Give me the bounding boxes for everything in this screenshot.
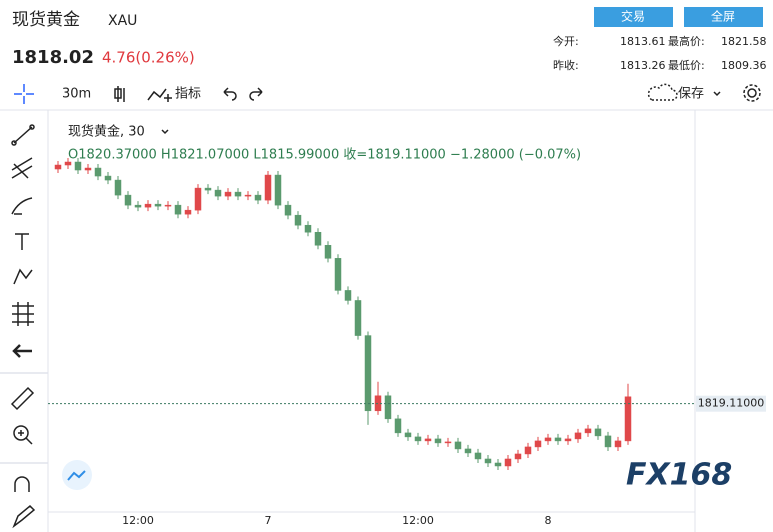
candle-body: [264, 174, 272, 201]
candle-body: [504, 458, 512, 467]
title: 现货黄金: [12, 10, 80, 30]
candle-body: [454, 441, 462, 450]
interval[interactable]: 30m: [62, 87, 91, 102]
x-tick-label: 12:00: [402, 514, 434, 527]
x-tick-label: 12:00: [122, 514, 154, 527]
candle-body: [594, 428, 602, 437]
watermark: FX168: [626, 458, 732, 493]
candle-body: [494, 462, 502, 467]
candle-body: [624, 396, 632, 442]
candle-body: [474, 452, 482, 460]
save-menu[interactable]: [713, 91, 721, 97]
candle-body: [614, 440, 622, 448]
fullscreen-button[interactable]: [684, 7, 763, 27]
candle-body: [284, 204, 292, 216]
candle-body: [564, 438, 572, 442]
candle-body: [554, 437, 562, 442]
candle-type[interactable]: [114, 86, 125, 102]
x-tick-label: 8: [545, 514, 552, 527]
stat-label: 最高价:: [668, 34, 705, 48]
candle-body: [144, 203, 152, 208]
candle-body: [224, 191, 232, 197]
x-tick-label: 7: [265, 514, 272, 527]
undo[interactable]: [223, 87, 237, 101]
indicators[interactable]: 指标: [175, 87, 201, 102]
candle-body: [114, 179, 122, 196]
candle-body: [364, 335, 372, 412]
candle-body: [484, 458, 492, 464]
trade-button-label[interactable]: 交易: [621, 9, 645, 24]
stat-label: 最低价:: [668, 59, 705, 72]
last-price-label: 1819.11000: [698, 397, 764, 410]
change: 4.76(0.26%): [102, 49, 195, 67]
candle-body: [314, 231, 322, 246]
ohlc-legend: O1820.37000 H1821.07000 L1815.99000 收=18…: [68, 148, 581, 163]
title-menu[interactable]: [161, 129, 169, 135]
candle-body: [294, 214, 302, 226]
stat-value: 1821.58: [721, 35, 767, 48]
candle-body: [64, 161, 72, 166]
candle-body: [514, 453, 522, 460]
drawing-tools[interactable]: [0, 124, 48, 529]
symbol: XAU: [108, 13, 137, 29]
candle-body: [134, 204, 142, 208]
candle-body: [184, 209, 192, 215]
candle-body: [584, 428, 592, 434]
candle-body: [404, 432, 412, 438]
candle-body: [324, 245, 332, 259]
stat-value: 1813.26: [620, 59, 666, 72]
candle-body: [214, 189, 222, 197]
redo: [249, 87, 263, 101]
candle-body: [244, 194, 252, 197]
stat-value: 1809.36: [721, 59, 767, 72]
candle-body: [204, 187, 212, 191]
candle-body: [354, 300, 362, 336]
stat-value: 1813.61: [620, 35, 666, 48]
candle-body: [384, 395, 392, 420]
candle-body: [544, 437, 552, 442]
candle-body: [464, 448, 472, 454]
last-price-box: [696, 395, 766, 412]
candle-body: [84, 167, 92, 171]
candle-body: [444, 441, 452, 444]
candle-body: [124, 194, 132, 206]
indicator-icon[interactable]: [147, 88, 172, 102]
settings[interactable]: [743, 84, 761, 102]
crosshair-tool[interactable]: [14, 84, 34, 104]
stat-label: 今开:: [553, 34, 579, 48]
price: 1818.02: [12, 47, 94, 68]
candle-body: [344, 290, 352, 301]
candle-body: [234, 191, 242, 197]
trade-button[interactable]: [594, 7, 673, 27]
candle-body: [574, 432, 582, 440]
candle-body: [604, 435, 612, 448]
chart-title: 现货黄金, 30: [68, 124, 145, 140]
candle-body: [304, 224, 312, 233]
candle-body: [254, 194, 262, 201]
candle-body: [94, 167, 102, 177]
candle-body: [414, 436, 422, 442]
stat-label: 昨收:: [553, 58, 579, 72]
fullscreen-button-label[interactable]: 全屏: [711, 9, 735, 24]
candle-body: [394, 418, 402, 434]
candle-body: [154, 203, 162, 207]
candle-body: [104, 175, 112, 181]
candle-body: [534, 440, 542, 448]
logo-icon: [67, 470, 86, 481]
candle-body: [524, 446, 532, 455]
candle-body: [274, 174, 282, 206]
candle-body: [424, 438, 432, 442]
candle-body: [164, 204, 172, 207]
candle-body: [194, 187, 202, 211]
candle-body: [74, 161, 82, 171]
cloud-icon[interactable]: [647, 83, 678, 101]
candle-body: [174, 204, 182, 215]
candle-body: [334, 258, 342, 291]
save[interactable]: 保存: [678, 87, 704, 102]
candle-body: [54, 164, 62, 170]
candle-body: [434, 438, 442, 444]
